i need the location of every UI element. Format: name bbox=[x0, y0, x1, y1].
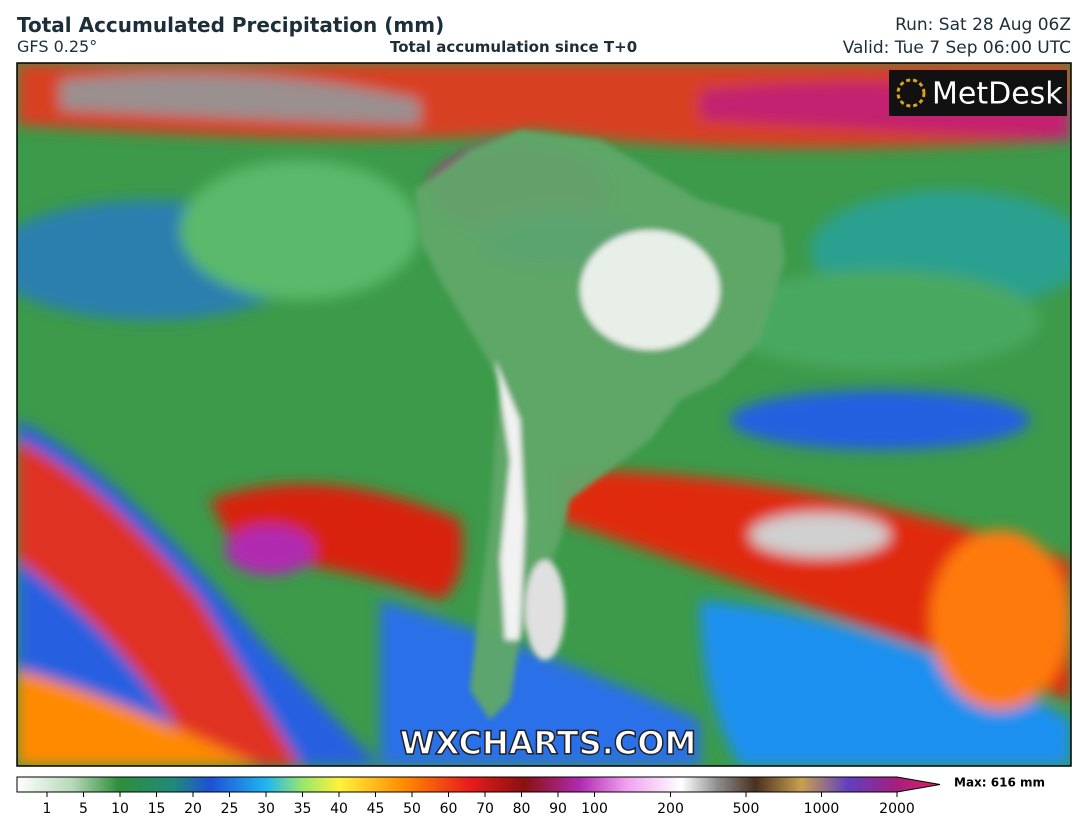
colorbar-label: 50 bbox=[403, 801, 421, 817]
colorbar-label: 1000 bbox=[804, 801, 840, 817]
valid-time: Valid: Tue 7 Sep 06:00 UTC bbox=[842, 38, 1071, 58]
colorbar-label: 200 bbox=[657, 801, 684, 817]
run-time: Run: Sat 28 Aug 06Z bbox=[895, 15, 1071, 35]
colorbar-label: 25 bbox=[221, 801, 239, 817]
colorbar-label: 80 bbox=[513, 801, 531, 817]
colorbar-label: 35 bbox=[294, 801, 312, 817]
colorbar-label: 40 bbox=[330, 801, 348, 817]
title: Total Accumulated Precipitation (mm) bbox=[17, 13, 445, 37]
colorbar-label: 60 bbox=[440, 801, 458, 817]
colorbar-label: 70 bbox=[476, 801, 494, 817]
colorbar-label: 10 bbox=[111, 801, 129, 817]
logo-box bbox=[889, 70, 1067, 116]
max-value: Max: 616 mm bbox=[954, 776, 1045, 790]
colorbar-label: 1 bbox=[43, 801, 52, 817]
colorbar-label: 20 bbox=[184, 801, 202, 817]
watermark: WXCHARTS.COM bbox=[400, 724, 697, 762]
subtitle: Total accumulation since T+0 bbox=[390, 38, 638, 56]
colorbar-label: 15 bbox=[148, 801, 166, 817]
colorbar: Max: 616 mm 1 5 10 15 20 25 30 35 40 45 50 60 70 80 90… bbox=[16, 776, 1045, 817]
colorbar-scale bbox=[16, 776, 941, 793]
logo: MetDesk bbox=[932, 77, 1063, 112]
precip-field bbox=[17, 63, 1071, 766]
colorbar-label: 30 bbox=[257, 801, 275, 817]
colorbar-label: 90 bbox=[549, 801, 567, 817]
colorbar-label: 5 bbox=[79, 801, 88, 817]
colorbar-label: 2000 bbox=[879, 801, 915, 817]
colorbar-label: 500 bbox=[733, 801, 760, 817]
colorbar-label: 45 bbox=[367, 801, 385, 817]
model: GFS 0.25° bbox=[17, 37, 98, 56]
colorbar-label: 100 bbox=[581, 801, 608, 817]
